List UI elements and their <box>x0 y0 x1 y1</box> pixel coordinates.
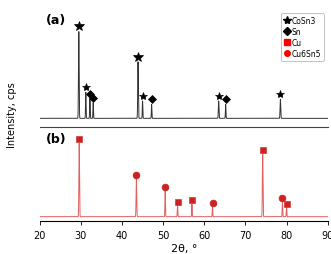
Text: Intensity, cps: Intensity, cps <box>7 82 17 147</box>
X-axis label: 2θ, °: 2θ, ° <box>170 243 197 253</box>
Text: (b): (b) <box>45 132 66 145</box>
Legend: CoSn3, Sn, Cu, Cu6Sn5: CoSn3, Sn, Cu, Cu6Sn5 <box>281 14 324 62</box>
Text: (a): (a) <box>45 14 66 27</box>
